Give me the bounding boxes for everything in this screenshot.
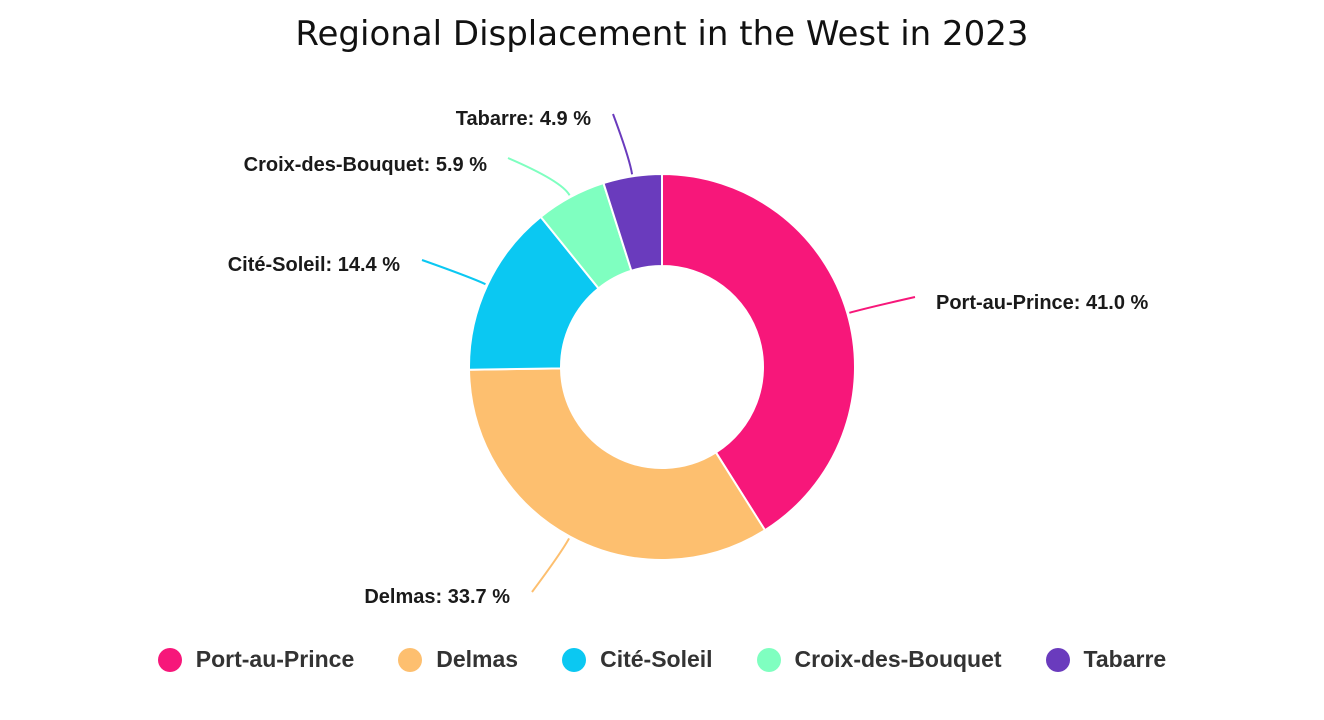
leader-line-croix-des-bouquet <box>507 157 571 196</box>
legend-dot-icon <box>1045 647 1070 672</box>
leader-line-cite-soleil <box>421 259 486 286</box>
data-label-tabarre: Tabarre: 4.9 % <box>456 108 591 130</box>
data-label-croix-des-bouquet: Croix-des-Bouquet: 5.9 % <box>244 154 488 176</box>
data-label-cite-soleil: Cité-Soleil: 14.4 % <box>228 254 400 276</box>
legend-dot-icon <box>562 647 587 672</box>
legend-item-cite-soleil[interactable]: Cité-Soleil <box>562 646 713 673</box>
legend-dot-icon <box>756 647 781 672</box>
data-labels: Port-au-Prince: 41.0 % Delmas: 33.7 % Cité… <box>228 108 1149 608</box>
legend-label: Tabarre <box>1083 646 1167 672</box>
legend-item-delmas[interactable]: Delmas <box>398 646 518 673</box>
legend-label: Croix-des-Bouquet <box>794 646 1002 672</box>
data-label-delmas: Delmas: 33.7 % <box>364 586 510 608</box>
donut-slice-port-au-prince[interactable] <box>661 172 856 532</box>
label-leader-lines <box>421 113 916 593</box>
legend-item-croix-des-bouquet[interactable]: Croix-des-Bouquet <box>756 646 1002 673</box>
donut-slice-cite-soleil[interactable] <box>468 215 600 371</box>
donut-slice-delmas[interactable] <box>468 367 767 561</box>
leader-line-tabarre <box>612 113 634 175</box>
data-label-port-au-prince: Port-au-Prince: 41.0 % <box>936 292 1149 314</box>
legend-label: Cité-Soleil <box>600 646 713 672</box>
legend-label: Delmas <box>436 646 519 672</box>
donut-chart: Port-au-Prince: 41.0 % Delmas: 33.7 % Cité… <box>228 108 1149 608</box>
leader-line-delmas <box>531 537 570 593</box>
legend-dot-icon <box>398 647 423 672</box>
legend-dot-icon <box>157 647 182 672</box>
legend-item-tabarre[interactable]: Tabarre <box>1045 646 1167 673</box>
chart-title: Regional Displacement in the West in 202… <box>295 14 1029 54</box>
legend-label: Port-au-Prince <box>195 646 355 672</box>
legend: Port-au-Prince Delmas Cité-Soleil Croix-des… <box>0 646 1324 673</box>
legend-item-port-au-prince[interactable]: Port-au-Prince <box>157 646 355 673</box>
donut-slices <box>468 172 856 561</box>
leader-line-port-au-prince <box>849 296 916 314</box>
donut-slice-tabarre[interactable] <box>602 172 663 273</box>
